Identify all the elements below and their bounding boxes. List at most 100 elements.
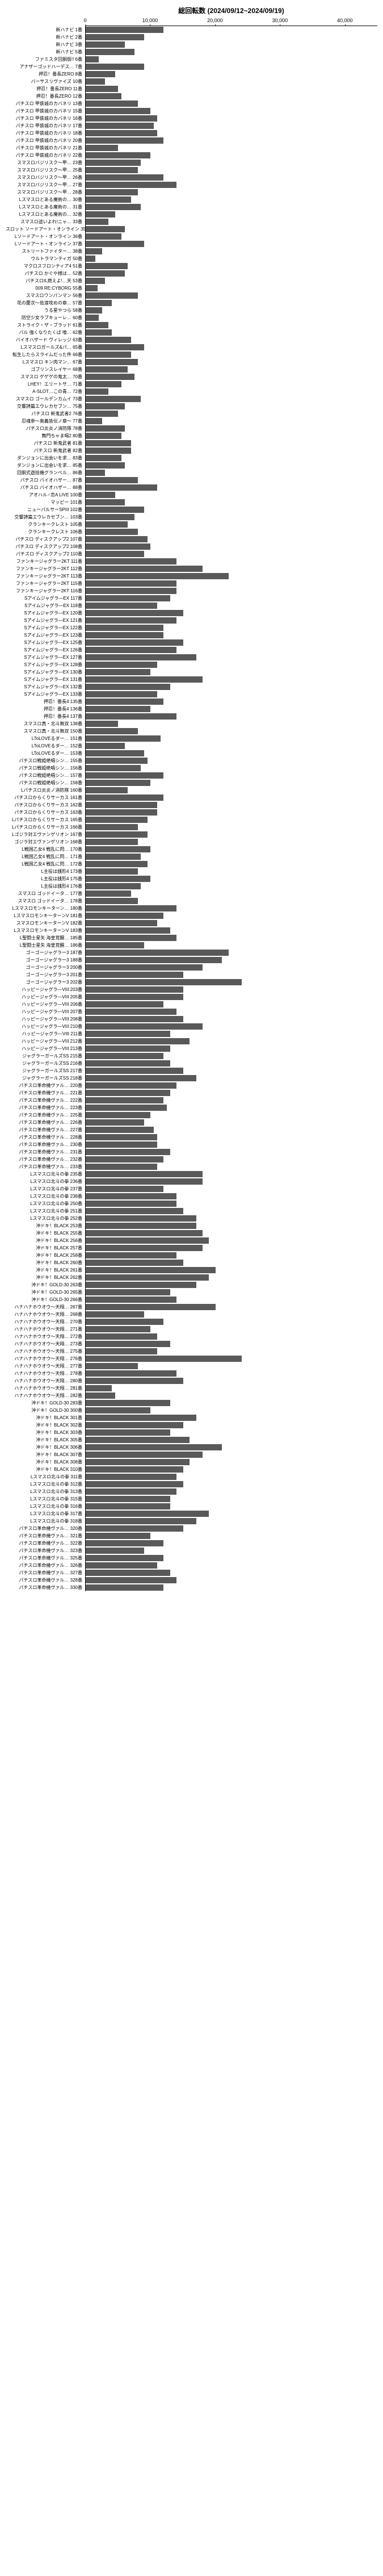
bar-area [85, 1104, 377, 1111]
bar-area [85, 78, 377, 85]
row-label: Lスマスロ北斗の拳 251番 [6, 1208, 85, 1214]
row-label: パチスロ 甲鉄城のカバネリ 13番 [6, 101, 85, 107]
bar [86, 1452, 203, 1458]
bar [86, 913, 163, 919]
bar-area [85, 1126, 377, 1134]
x-axis-tick: 10,000 [142, 18, 158, 23]
chart-row: ファンキージャグラー2KT 116番 [6, 587, 377, 595]
chart-row: ハナハナホウオウ～天翔… 282番 [6, 1392, 377, 1399]
row-label: スマスロモンキーターンV 182番 [6, 920, 85, 926]
row-label: パチスロ かぐや様は… 52番 [6, 270, 85, 277]
chart-row: パチスロからくりサーカス 163番 [6, 809, 377, 816]
bar-area [85, 1001, 377, 1008]
bar-area [85, 329, 377, 336]
bar-area [85, 1237, 377, 1244]
chart-row: ジャグラーガールズSS 216番 [6, 1060, 377, 1067]
row-label: パチスロ革命機ヴァル… 231番 [6, 1149, 85, 1155]
chart-row: パチスロ革命機ヴァル… 320番 [6, 1525, 377, 1532]
bar [86, 455, 121, 461]
chart-row: 沖ドキ！GOLD-30 266番 [6, 1296, 377, 1303]
bar [86, 750, 144, 756]
x-axis: 010,00020,00030,00040,000 [85, 18, 377, 26]
bar-area [85, 853, 377, 860]
bar-area [85, 432, 377, 440]
chart-row: Lスマスロ北斗の拳 313番 [6, 1488, 377, 1495]
chart-row: スマスロ ゴールデンカムイ 73番 [6, 395, 377, 403]
row-label: Sアイムジャグラ―EX 122番 [6, 625, 85, 631]
chart-row: スマスロ真・北斗無双 150番 [6, 727, 377, 735]
bar [86, 499, 125, 505]
row-label: ファンキージャグラー2KT 113番 [6, 573, 85, 579]
chart-row: パチスロ革命機ヴァル… 328番 [6, 1576, 377, 1584]
chart-row: スマスロ ゴッドイータ… 178番 [6, 897, 377, 905]
chart-row: 沖ドキ！BLACK 256番 [6, 1237, 377, 1244]
bar-area [85, 1119, 377, 1126]
bar [86, 1245, 203, 1251]
row-label: Sアイムジャグラ―EX 131番 [6, 676, 85, 683]
bar [86, 71, 115, 77]
bar [86, 603, 157, 609]
bar [86, 1437, 190, 1443]
bar-area [85, 1281, 377, 1289]
bar-area [85, 1362, 377, 1370]
bar-area [85, 440, 377, 447]
bar-area [85, 1200, 377, 1207]
chart-row: LHEY！エリートサ… 71番 [6, 380, 377, 388]
chart-row: パチスロ革命機ヴァル… 221番 [6, 1089, 377, 1097]
row-label: パチスロ革命機ヴァル… 232番 [6, 1156, 85, 1162]
bar [86, 337, 131, 343]
row-label: パチスロ バイオハザー… 87番 [6, 477, 85, 483]
bar-area [85, 587, 377, 595]
bar [86, 1533, 150, 1539]
bar-area [85, 705, 377, 713]
chart-row: 沖ドキ！BLACK 258番 [6, 1252, 377, 1259]
row-label: パチスロ 甲鉄城のカバネリ 18番 [6, 130, 85, 136]
chart-row: ハナハナホウオウ～天翔… 270番 [6, 1318, 377, 1325]
chart-row: スマスロバジリスク～甲… 26番 [6, 174, 377, 181]
row-label: ジャグラーガールズSS 217番 [6, 1068, 85, 1074]
row-label: 沖ドキ！BLACK 257番 [6, 1245, 85, 1251]
chart-row: パチスロ 新鬼武者2 76番 [6, 410, 377, 417]
bar [86, 1060, 170, 1067]
bar-area [85, 262, 377, 270]
bar-area [85, 1466, 377, 1473]
bar-area [85, 779, 377, 787]
chart-row: Sアイムジャグラ―EX 122番 [6, 624, 377, 632]
bar [86, 1407, 150, 1414]
bar-area [85, 380, 377, 388]
row-label: Sアイムジャグラ―EX 121番 [6, 617, 85, 624]
chart-row: Lスマスロ北斗の拳 318番 [6, 1517, 377, 1525]
bar-area [85, 713, 377, 720]
chart-title: 総回転数 (2024/09/12~2024/09/19) [85, 6, 377, 15]
bar-area [85, 565, 377, 572]
row-label: パチスロからくりサーカス 163番 [6, 809, 85, 816]
row-label: 沖ドキ！BLACK 255番 [6, 1230, 85, 1236]
row-label: ハッピージャグラ―VIII 210番 [6, 1023, 85, 1030]
bar [86, 1009, 176, 1015]
bar-area [85, 336, 377, 344]
bar [86, 41, 125, 48]
row-label: LHEY！エリートサ… 71番 [6, 381, 85, 387]
bar-area [85, 1185, 377, 1193]
bar-area [85, 934, 377, 942]
chart-row: Lスマスロ北斗の拳 252番 [6, 1215, 377, 1222]
bar [86, 573, 229, 579]
bar-area [85, 344, 377, 351]
bar-area [85, 956, 377, 964]
bar [86, 839, 138, 845]
row-label: スマスロワンパンマン 56番 [6, 292, 85, 299]
row-label: ジャグラーガールズSS 216番 [6, 1060, 85, 1067]
bar-area [85, 661, 377, 668]
bar-area [85, 1554, 377, 1562]
bar [86, 787, 128, 793]
chart-row: 沖ドキ！BLACK 303番 [6, 1429, 377, 1436]
row-label: スマスロ真・北斗無双 138番 [6, 721, 85, 727]
bar-area [85, 513, 377, 521]
bar-area [85, 978, 377, 986]
bar [86, 639, 183, 646]
chart-row: ゴブリンスレイヤー 68番 [6, 366, 377, 373]
row-label: ハナハナホウオウ～天翔… 275番 [6, 1348, 85, 1354]
bar [86, 359, 138, 365]
bar [86, 101, 138, 107]
bar [86, 448, 131, 454]
